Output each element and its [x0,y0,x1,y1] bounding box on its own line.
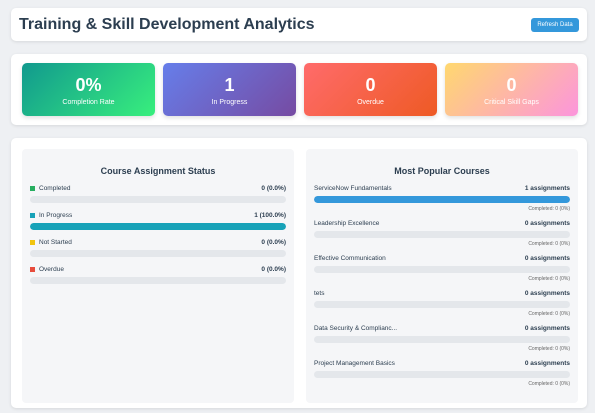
course-item: Project Management Basics 0 assignments … [314,360,570,387]
progress-bar [314,336,570,343]
course-assignments: 1 assignments [524,185,570,192]
course-item: Effective Communication 0 assignments Co… [314,255,570,282]
course-completed: Completed: 0 (0%) [528,346,570,352]
status-item-not-started: Not Started 0 (0.0%) [30,239,286,257]
status-item-overdue: Overdue 0 (0.0%) [30,266,286,284]
progress-bar [30,223,286,230]
critical-skill-gaps-card: 0 Critical Skill Gaps [445,63,578,116]
progress-bar [30,277,286,284]
stat-value: 0 [365,75,376,95]
refresh-data-button[interactable]: Refresh Data [531,17,579,32]
course-assignments: 0 assignments [524,290,570,297]
course-name: tets [314,290,325,297]
legend-square-icon [30,213,35,218]
course-assignments: 0 assignments [524,220,570,227]
most-popular-courses-panel: Most Popular Courses ServiceNow Fundamen… [306,149,578,403]
course-item: ServiceNow Fundamentals 1 assignments Co… [314,185,570,212]
course-completed: Completed: 0 (0%) [528,381,570,387]
legend-square-icon [30,186,35,191]
legend-square-icon [30,267,35,272]
course-completed: Completed: 0 (0%) [528,241,570,247]
stat-value: 0% [75,75,102,95]
status-value: 0 (0.0%) [261,266,286,273]
course-assignment-status-panel: Course Assignment Status Completed 0 (0.… [22,149,294,403]
course-name: Data Security & Complianc... [314,325,398,332]
course-item: tets 0 assignments Completed: 0 (0%) [314,290,570,317]
course-assignments: 0 assignments [524,360,570,367]
status-item-in-progress: In Progress 1 (100.0%) [30,212,286,230]
progress-bar [314,266,570,273]
status-item-completed: Completed 0 (0.0%) [30,185,286,203]
course-name: Leadership Excellence [314,220,380,227]
status-value: 0 (0.0%) [261,185,286,192]
panel-title: Most Popular Courses [394,166,490,176]
status-label: Completed [39,185,71,192]
overdue-card: 0 Overdue [304,63,437,116]
course-name: Effective Communication [314,255,386,262]
course-assignments: 0 assignments [524,255,570,262]
page-header: Training & Skill Development Analytics R… [11,8,587,41]
course-item: Leadership Excellence 0 assignments Comp… [314,220,570,247]
page-title: Training & Skill Development Analytics [19,15,315,33]
completion-rate-card: 0% Completion Rate [22,63,155,116]
status-label: In Progress [39,212,73,219]
status-label: Not Started [39,239,72,246]
in-progress-card: 1 In Progress [163,63,296,116]
stat-label: Critical Skill Gaps [484,99,539,106]
course-completed: Completed: 0 (0%) [528,276,570,282]
progress-bar [314,301,570,308]
progress-bar [314,196,570,203]
stat-label: Overdue [357,99,384,106]
progress-bar-fill [30,223,286,230]
stat-value: 1 [224,75,235,95]
course-completed: Completed: 0 (0%) [528,311,570,317]
stat-value: 0 [506,75,517,95]
progress-bar-fill [314,196,570,203]
stat-label: Completion Rate [62,99,115,106]
legend-square-icon [30,240,35,245]
progress-bar [314,371,570,378]
course-name: Project Management Basics [314,360,395,367]
panel-title: Course Assignment Status [100,166,216,176]
course-completed: Completed: 0 (0%) [528,206,570,212]
status-value: 1 (100.0%) [254,212,286,219]
progress-bar [30,250,286,257]
stat-label: In Progress [211,99,248,106]
progress-bar [30,196,286,203]
stats-panel: 0% Completion Rate 1 In Progress 0 Overd… [11,54,587,125]
course-name: ServiceNow Fundamentals [314,185,392,192]
course-item: Data Security & Complianc... 0 assignmen… [314,325,570,352]
status-value: 0 (0.0%) [261,239,286,246]
status-label: Overdue [39,266,64,273]
progress-bar [314,231,570,238]
course-assignments: 0 assignments [524,325,570,332]
analytics-panel: Course Assignment Status Completed 0 (0.… [11,138,587,408]
